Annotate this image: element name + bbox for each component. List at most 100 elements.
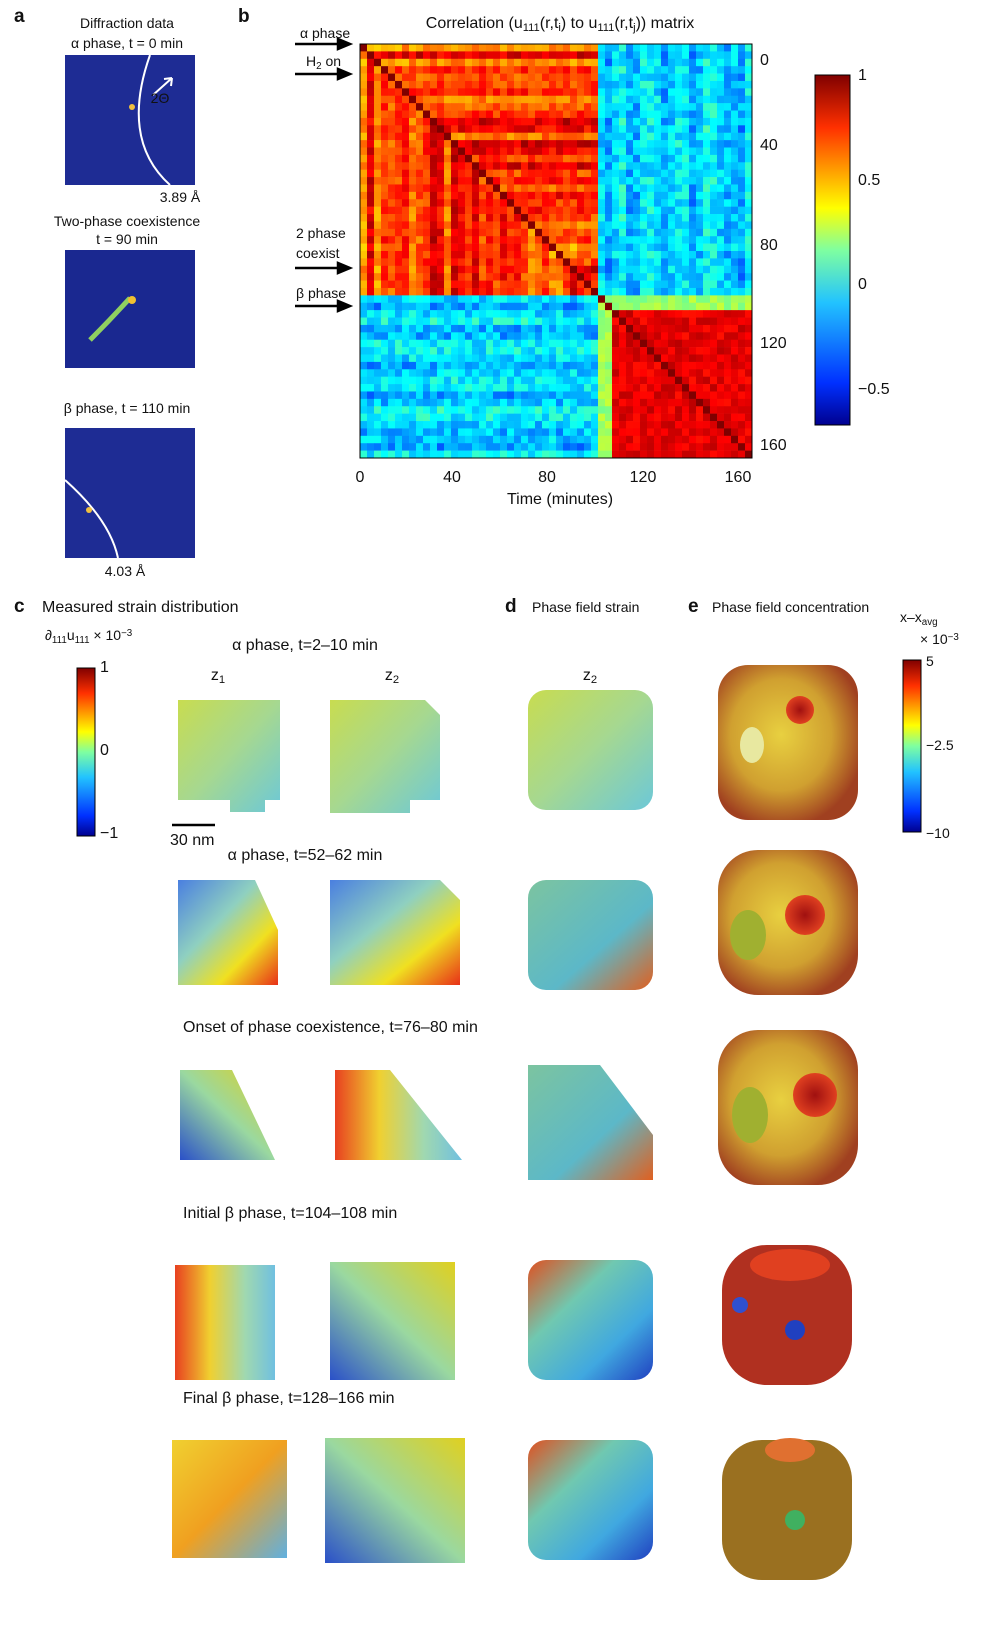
matrix-cell	[458, 347, 465, 355]
phase-arrows	[295, 39, 350, 311]
matrix-cell	[724, 303, 731, 311]
matrix-cell	[458, 184, 465, 192]
matrix-cell	[409, 428, 416, 436]
matrix-cell	[514, 325, 521, 333]
matrix-cell	[416, 221, 423, 229]
matrix-cell	[486, 44, 493, 52]
matrix-cell	[493, 133, 500, 141]
matrix-cell	[584, 118, 591, 126]
matrix-cell	[577, 443, 584, 451]
matrix-cell	[703, 148, 710, 156]
matrix-cell	[654, 207, 661, 215]
matrix-cell	[640, 236, 647, 244]
matrix-cell	[423, 258, 430, 266]
matrix-cell	[528, 362, 535, 370]
matrix-cell	[507, 355, 514, 363]
matrix-cell	[549, 384, 556, 392]
matrix-cell	[521, 332, 528, 340]
matrix-cell	[514, 266, 521, 274]
matrix-cell	[570, 362, 577, 370]
matrix-cell	[514, 310, 521, 318]
matrix-cell	[703, 133, 710, 141]
matrix-cell	[556, 162, 563, 170]
matrix-cell	[563, 303, 570, 311]
matrix-cell	[598, 192, 605, 200]
matrix-cell	[472, 244, 479, 252]
matrix-cell	[717, 111, 724, 119]
matrix-cell	[416, 170, 423, 178]
matrix-cell	[360, 355, 367, 363]
matrix-cell	[682, 281, 689, 289]
matrix-cell	[626, 236, 633, 244]
matrix-cell	[549, 103, 556, 111]
matrix-cell	[549, 369, 556, 377]
matrix-cell	[626, 81, 633, 89]
matrix-cell	[451, 177, 458, 185]
matrix-cell	[717, 258, 724, 266]
matrix-cell	[724, 66, 731, 74]
matrix-cell	[437, 118, 444, 126]
matrix-cell	[360, 428, 367, 436]
matrix-cell	[584, 377, 591, 385]
matrix-cell	[703, 44, 710, 52]
matrix-cell	[409, 318, 416, 326]
matrix-cell	[472, 391, 479, 399]
matrix-cell	[689, 140, 696, 148]
matrix-cell	[430, 251, 437, 259]
matrix-cell	[507, 391, 514, 399]
matrix-cell	[458, 443, 465, 451]
matrix-cell	[696, 377, 703, 385]
matrix-cell	[661, 199, 668, 207]
matrix-cell	[619, 207, 626, 215]
matrix-cell	[682, 155, 689, 163]
matrix-cell	[689, 377, 696, 385]
matrix-cell	[486, 177, 493, 185]
matrix-cell	[654, 355, 661, 363]
matrix-cell	[514, 295, 521, 303]
matrix-cell	[647, 451, 654, 459]
matrix-cell	[514, 125, 521, 133]
matrix-cell	[367, 44, 374, 52]
matrix-cell	[619, 377, 626, 385]
matrix-cell	[703, 377, 710, 385]
matrix-cell	[563, 325, 570, 333]
matrix-cell	[570, 162, 577, 170]
matrix-cell	[500, 177, 507, 185]
matrix-cell	[528, 111, 535, 119]
matrix-cell	[633, 421, 640, 429]
matrix-cell	[745, 140, 752, 148]
matrix-cell	[654, 295, 661, 303]
matrix-cell	[598, 207, 605, 215]
x-tick-label: 80	[538, 469, 556, 486]
matrix-cell	[395, 347, 402, 355]
matrix-cell	[647, 140, 654, 148]
matrix-cell	[626, 170, 633, 178]
matrix-cell	[640, 399, 647, 407]
matrix-cell	[640, 451, 647, 459]
matrix-cell	[521, 406, 528, 414]
matrix-cell	[507, 88, 514, 96]
matrix-cell	[465, 391, 472, 399]
matrix-cell	[458, 96, 465, 104]
matrix-cell	[668, 266, 675, 274]
matrix-cell	[409, 148, 416, 156]
matrix-cell	[661, 406, 668, 414]
matrix-cell	[549, 184, 556, 192]
matrix-cell	[640, 177, 647, 185]
matrix-cell	[577, 44, 584, 52]
matrix-cell	[724, 221, 731, 229]
matrix-cell	[437, 177, 444, 185]
matrix-cell	[731, 81, 738, 89]
matrix-cell	[374, 103, 381, 111]
matrix-cell	[619, 59, 626, 67]
x-tick-label: 40	[443, 469, 461, 486]
matrix-cell	[444, 436, 451, 444]
matrix-cell	[430, 295, 437, 303]
matrix-cell	[640, 421, 647, 429]
matrix-cell	[654, 443, 661, 451]
matrix-cell	[360, 399, 367, 407]
matrix-cell	[479, 44, 486, 52]
matrix-cell	[549, 362, 556, 370]
matrix-cell	[605, 406, 612, 414]
matrix-cell	[724, 273, 731, 281]
